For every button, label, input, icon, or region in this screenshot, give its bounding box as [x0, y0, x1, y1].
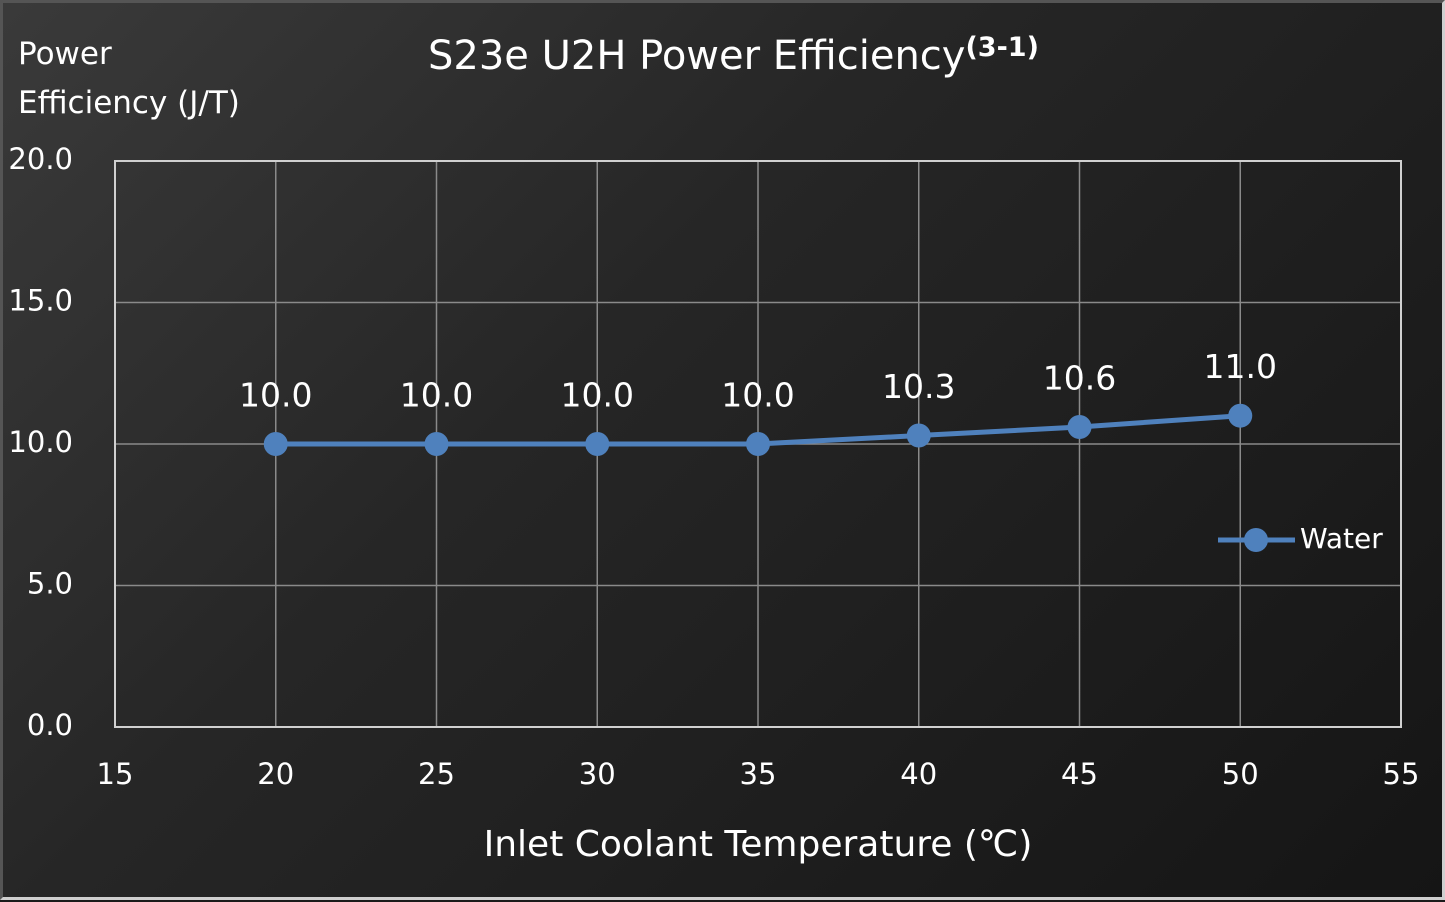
plot-area-border	[114, 160, 1402, 728]
x-tick-label: 30	[579, 757, 616, 791]
data-point	[906, 423, 931, 448]
x-tick-label: 20	[257, 757, 294, 791]
data-point	[1228, 403, 1253, 428]
data-point	[746, 432, 770, 456]
chart-title-superscript: (3-1)	[965, 32, 1038, 63]
x-tick-label: 35	[740, 757, 777, 791]
data-label: 10.0	[721, 376, 794, 415]
x-tick-label: 50	[1222, 757, 1259, 791]
x-axis-label: Inlet Coolant Temperature (℃)	[484, 824, 1033, 865]
legend-marker	[1244, 528, 1268, 552]
legend-label: Water	[1300, 522, 1383, 555]
y-tick-label: 5.0	[27, 567, 73, 601]
y-tick-label: 20.0	[8, 142, 73, 176]
chart-title-main: S23e U2H Power Efficiency	[428, 33, 965, 79]
x-tick-label: 55	[1383, 757, 1420, 791]
y-tick-label: 10.0	[8, 425, 73, 459]
y-tick-label: 0.0	[27, 708, 73, 742]
x-tick-label: 15	[97, 757, 134, 791]
data-point	[424, 432, 449, 456]
y-axis-label: Power Efficiency (J/T)	[18, 36, 240, 121]
data-point	[1067, 415, 1092, 440]
data-label: 10.0	[400, 376, 473, 415]
data-label: 10.0	[561, 376, 634, 415]
data-label: 10.0	[239, 376, 312, 415]
y-tick-label: 15.0	[8, 284, 73, 318]
chart-title: S23e U2H Power Efficiency(3-1)	[428, 32, 1039, 80]
x-tick-label: 25	[418, 757, 455, 791]
data-label: 10.6	[1043, 359, 1116, 398]
data-point	[585, 432, 610, 456]
data-label: 10.3	[882, 367, 955, 406]
x-tick-label: 40	[900, 757, 937, 791]
data-label: 11.0	[1204, 347, 1277, 386]
x-tick-label: 45	[1061, 757, 1098, 791]
data-point	[263, 432, 288, 456]
